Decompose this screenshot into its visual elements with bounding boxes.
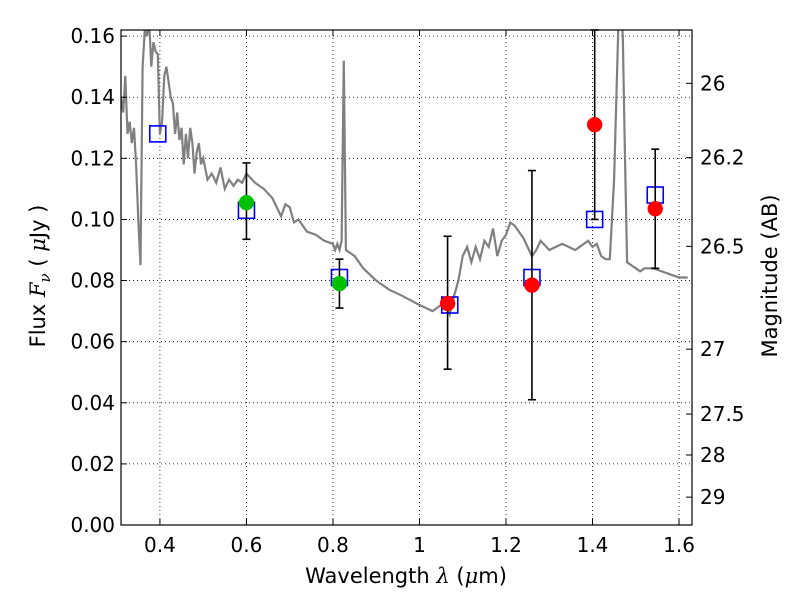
y-tick-label: 0.10 (70, 207, 115, 231)
y-tick-label: 0.12 (70, 146, 115, 170)
x-tick-label: 1.2 (490, 533, 522, 557)
model-box-marker (148, 125, 167, 143)
plot-frame (120, 29, 693, 526)
grid (121, 30, 692, 526)
x-tick-label: 0.8 (317, 533, 349, 557)
x-tick-label: 1 (413, 533, 426, 557)
y2-tick-label: 26.2 (700, 146, 745, 170)
x-tick-label: 0.6 (231, 533, 263, 557)
x-tick-label: 1.6 (663, 533, 695, 557)
red-data-point (586, 116, 603, 133)
error-bars (242, 29, 660, 401)
green-data-point (238, 194, 255, 211)
x-axis: 0.4 0.6 0.8 1 1.2 1.4 1.6 (144, 30, 695, 557)
red-data-point (524, 277, 540, 293)
y-tick-label: 0.06 (70, 330, 115, 354)
y2-tick-label: 26 (700, 71, 725, 95)
y-tick-label: 0.14 (70, 85, 115, 109)
y2-tick-label: 29 (700, 485, 725, 509)
y-tick-label: 0.08 (70, 269, 115, 293)
green-data-point (331, 275, 348, 292)
y-axis: 0.00 0.02 0.04 0.06 0.08 0.10 0.12 0.14 0.16 (70, 24, 127, 537)
y2-tick-label: 26.5 (700, 234, 745, 258)
x-axis-label: Wavelength λ (μm) (305, 564, 507, 588)
x-tick-label: 1.4 (577, 533, 609, 557)
observed-points (238, 116, 663, 312)
x-tick-label: 0.4 (144, 533, 176, 557)
y2-tick-label: 28 (700, 443, 725, 467)
y2-axis-label: Magnitude (AB) (758, 194, 782, 357)
model-spectrum-layer (121, 30, 688, 319)
model-spectrum-line (121, 30, 688, 319)
red-data-point (647, 201, 663, 217)
y-tick-label: 0.16 (70, 24, 115, 48)
y-tick-label: 0.00 (70, 513, 115, 537)
y2-tick-label: 27 (700, 337, 725, 361)
y-axis-label: Flux Fν ( μJy ) (26, 205, 54, 348)
y2-axis: 26 26.2 26.5 27 27.5 28 29 (686, 71, 745, 509)
y-tick-label: 0.02 (70, 452, 115, 476)
model-boxes (148, 125, 665, 314)
y2-tick-label: 27.5 (700, 402, 745, 426)
y-tick-label: 0.04 (70, 391, 115, 415)
red-data-point (439, 295, 456, 312)
